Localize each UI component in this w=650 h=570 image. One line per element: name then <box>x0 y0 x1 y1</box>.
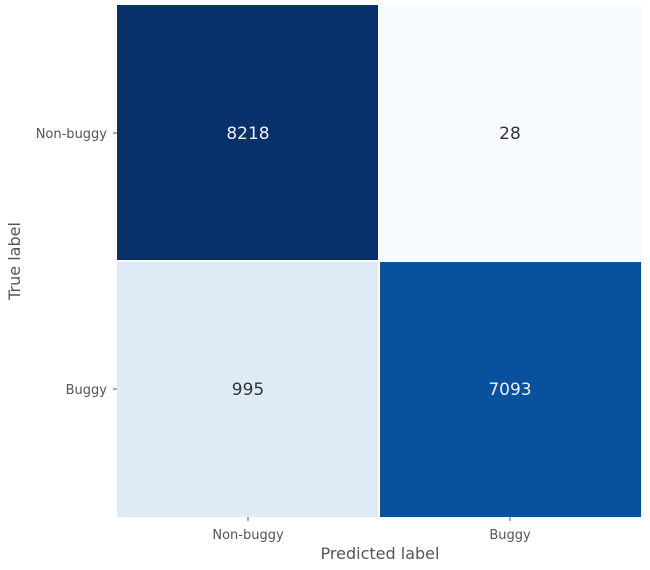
heatmap-cell-0-1 <box>379 5 641 261</box>
cells-layer <box>117 5 641 517</box>
heatmap-cell-1-1 <box>379 261 641 517</box>
axis-ticks: Non-buggy Buggy Non-buggy Buggy <box>36 127 531 543</box>
y-tick-label-1: Buggy <box>66 383 108 398</box>
heatmap-cell-0-0 <box>117 5 379 261</box>
y-axis-label: True label <box>5 222 24 301</box>
y-tick-label-0: Non-buggy <box>36 127 108 142</box>
cell-values: 8218 28 995 7093 <box>226 124 531 400</box>
x-axis-label: Predicted label <box>321 544 440 563</box>
cell-value-1-1: 7093 <box>488 380 531 400</box>
cell-separators <box>117 5 641 517</box>
cell-value-0-1: 28 <box>499 124 521 144</box>
x-tick-label-1: Buggy <box>489 528 531 543</box>
cell-value-1-0: 995 <box>232 380 264 400</box>
cell-value-0-0: 8218 <box>226 124 269 144</box>
x-tick-label-0: Non-buggy <box>212 528 284 543</box>
heatmap-cell-1-0 <box>117 261 379 517</box>
